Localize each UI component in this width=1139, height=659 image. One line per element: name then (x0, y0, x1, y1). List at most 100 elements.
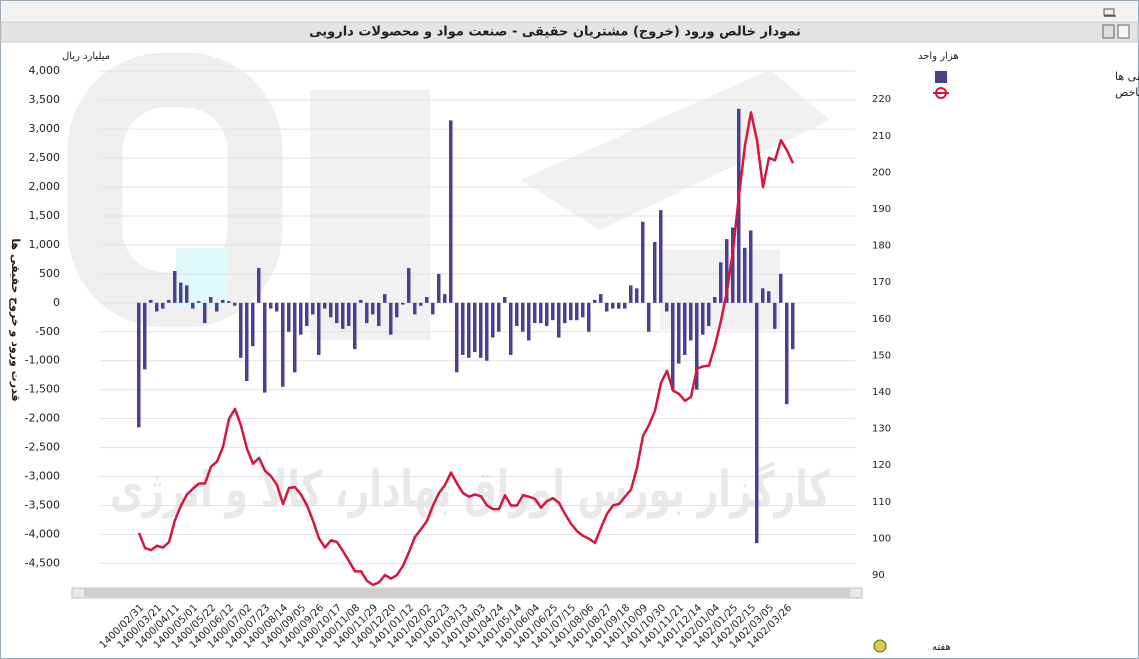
minimize-icon (1103, 8, 1115, 16)
y2-tick-label: 110 (872, 497, 891, 508)
bar (785, 302, 789, 405)
bar (695, 302, 699, 390)
bar (467, 302, 471, 358)
bar (419, 302, 423, 306)
bar (203, 302, 207, 324)
bar (275, 302, 279, 312)
y-tick-label: -2,000 (25, 412, 60, 425)
y2-tick-label: 130 (872, 424, 891, 435)
bar (617, 302, 621, 309)
bar (167, 299, 171, 303)
bar (413, 302, 417, 315)
chart-title: نمودار خالص ورود (خروج) مشتریان حقیقی - … (309, 25, 801, 40)
y-tick-label: -1,500 (25, 383, 60, 396)
bar (635, 288, 639, 303)
bar (371, 302, 375, 315)
y-tick-label: 3,500 (29, 93, 61, 106)
bar (329, 302, 333, 318)
y-tick-label: 2,500 (29, 151, 61, 164)
y2-tick-label: 160 (872, 314, 891, 325)
bar (425, 297, 429, 303)
bar (437, 273, 441, 303)
bar (299, 302, 303, 335)
y2-tick-label: 140 (872, 387, 891, 398)
bar (179, 282, 183, 303)
bar (551, 302, 555, 321)
y2-tick-label: 90 (872, 570, 885, 581)
bar (473, 302, 477, 353)
bar (587, 302, 591, 332)
legend-label: شاخص (1115, 86, 1139, 99)
bar (683, 302, 687, 355)
bar (281, 302, 285, 387)
bar (659, 210, 663, 303)
bar (647, 302, 651, 332)
bar (497, 302, 501, 332)
bar (545, 302, 549, 326)
bar (287, 302, 291, 332)
scrollbar-thumb[interactable] (84, 589, 850, 597)
x-axis-label: هفته (932, 642, 951, 653)
top-strip (1, 1, 1138, 21)
y2-tick-label: 150 (872, 350, 891, 361)
bar (353, 302, 357, 350)
bar (263, 302, 267, 393)
bar (461, 302, 465, 355)
bar (581, 302, 585, 318)
bar (533, 302, 537, 324)
bar (317, 302, 321, 355)
bar (233, 302, 237, 306)
y-tick-label: -500 (35, 325, 60, 338)
bar (605, 302, 609, 312)
bar (401, 302, 405, 305)
y2-unit: هزار واحد (918, 51, 959, 62)
y-tick-label: 1,500 (29, 209, 61, 222)
y2-tick-label: 180 (872, 241, 891, 252)
bar (407, 268, 411, 303)
bar (305, 302, 309, 326)
y-tick-label: -2,500 (25, 441, 60, 454)
bar (137, 302, 141, 428)
y2-tick-label: 190 (872, 204, 891, 215)
bar (611, 302, 615, 309)
y-tick-label: -4,000 (25, 527, 60, 540)
print-button[interactable] (1102, 24, 1115, 39)
bar (323, 302, 327, 309)
bar (491, 302, 495, 338)
y-tick-label: -4,500 (25, 556, 60, 569)
bar (335, 302, 339, 324)
bar (515, 302, 519, 326)
bar (779, 273, 783, 303)
bar (383, 294, 387, 303)
bar (563, 302, 567, 324)
y-tick-label: 3,000 (29, 122, 61, 135)
bar (293, 302, 297, 373)
bar (155, 302, 159, 312)
bar (557, 302, 561, 338)
y2-tick-label: 100 (872, 533, 891, 544)
bar (527, 302, 531, 341)
refresh-button[interactable] (873, 639, 887, 653)
bar (593, 299, 597, 303)
bar (689, 302, 693, 341)
bar (755, 302, 759, 544)
bar (791, 302, 795, 350)
watermark-text: کارگزار بورس اوراق بهادار، کالا و انرژی (110, 461, 831, 520)
bar (707, 302, 711, 326)
bar (629, 285, 633, 303)
bar (215, 302, 219, 312)
title-bar (0, 21, 1139, 43)
bar (653, 242, 657, 303)
bar (641, 221, 645, 303)
bar (599, 294, 603, 303)
export-button[interactable] (1117, 24, 1130, 39)
y2-tick-label: 210 (872, 131, 891, 142)
bar (455, 302, 459, 373)
y-tick-label: -3,000 (25, 470, 60, 483)
bar (239, 302, 243, 358)
bar (395, 302, 399, 318)
y-tick-label: 2,000 (29, 180, 61, 193)
bar (149, 299, 153, 303)
